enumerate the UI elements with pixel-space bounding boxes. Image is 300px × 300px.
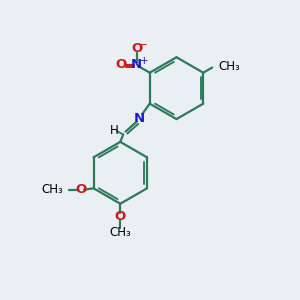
Text: H: H — [110, 124, 119, 136]
Text: +: + — [140, 56, 148, 66]
Text: −: − — [138, 38, 148, 51]
Text: CH₃: CH₃ — [219, 60, 240, 73]
Text: CH₃: CH₃ — [42, 183, 64, 196]
Text: N: N — [134, 112, 145, 125]
Text: O: O — [115, 210, 126, 223]
Text: O: O — [115, 58, 126, 71]
Text: N: N — [131, 58, 142, 71]
Text: CH₃: CH₃ — [110, 226, 131, 239]
Text: O: O — [76, 183, 87, 196]
Text: O: O — [131, 42, 142, 55]
